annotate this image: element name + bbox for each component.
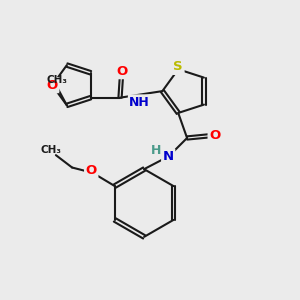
Text: O: O xyxy=(46,79,58,92)
Text: NH: NH xyxy=(129,96,150,109)
Text: O: O xyxy=(209,129,220,142)
Text: CH₃: CH₃ xyxy=(41,145,62,155)
Text: CH₃: CH₃ xyxy=(46,75,67,85)
Text: H: H xyxy=(151,144,162,158)
Text: S: S xyxy=(173,60,183,74)
Text: O: O xyxy=(116,65,127,78)
Text: O: O xyxy=(85,164,97,177)
Text: N: N xyxy=(163,150,174,163)
